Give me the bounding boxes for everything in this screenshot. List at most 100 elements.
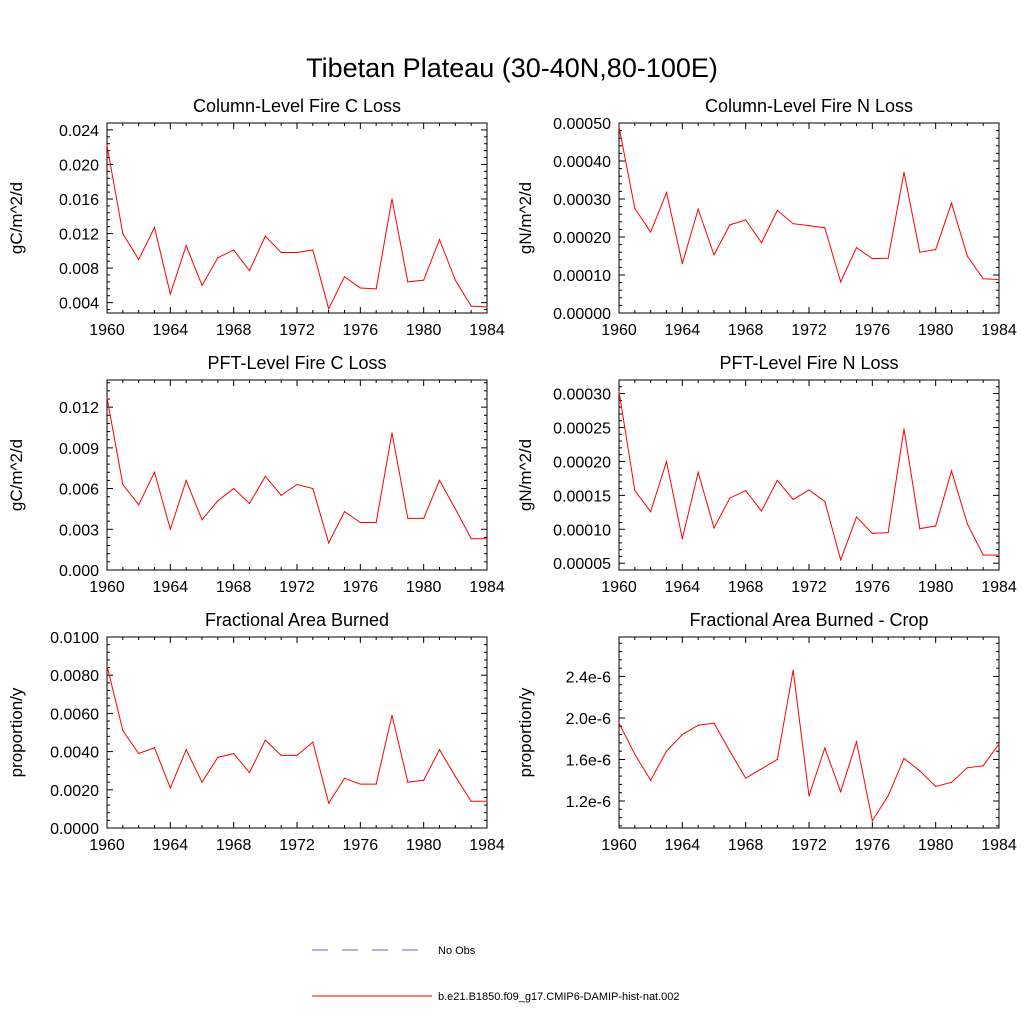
- y-tick-label: 0.00040: [553, 154, 611, 171]
- x-tick-label: 1980: [406, 322, 442, 339]
- data-point: [824, 227, 826, 229]
- data-point: [998, 554, 1000, 556]
- x-tick-label: 1972: [791, 322, 827, 339]
- data-point: [729, 224, 731, 226]
- data-point: [808, 489, 810, 491]
- panel-title: Column-Level Fire C Loss: [193, 96, 401, 116]
- data-point: [935, 785, 937, 788]
- x-tick-label: 1972: [279, 322, 315, 339]
- data-point: [264, 475, 266, 477]
- data-point: [153, 747, 156, 749]
- plot-frame: [106, 379, 488, 571]
- data-point: [713, 254, 715, 256]
- plot-frame: [618, 636, 1000, 829]
- data-point: [328, 542, 330, 544]
- x-tick-label: 1968: [728, 837, 764, 854]
- panel-title: PFT-Level Fire N Loss: [719, 353, 898, 373]
- data-point: [201, 519, 203, 521]
- data-point: [950, 202, 953, 204]
- data-point: [264, 739, 266, 741]
- plot-frame: [106, 122, 488, 314]
- data-point: [982, 278, 984, 280]
- data-point: [855, 516, 858, 518]
- data-point: [824, 500, 826, 503]
- data-point: [824, 747, 826, 749]
- data-point: [328, 308, 330, 310]
- data-point: [486, 538, 488, 540]
- x-tick-label: 1972: [791, 579, 827, 596]
- data-point: [185, 245, 187, 247]
- data-point: [745, 490, 747, 492]
- data-point: [665, 191, 668, 194]
- data-point: [153, 471, 156, 473]
- data-point: [760, 242, 763, 244]
- data-point: [233, 249, 235, 251]
- data-point: [248, 270, 251, 272]
- data-point: [887, 257, 889, 259]
- data-point: [903, 428, 905, 430]
- y-axis-label: proportion/y: [7, 687, 26, 777]
- data-point: [122, 232, 124, 235]
- x-tick-label: 1976: [855, 579, 891, 596]
- data-point: [855, 247, 858, 249]
- data-point: [233, 752, 235, 755]
- y-tick-label: 1.2e-6: [566, 794, 611, 811]
- x-tick-label: 1976: [343, 579, 379, 596]
- x-tick-label: 1976: [855, 837, 891, 854]
- data-point: [122, 729, 124, 732]
- data-point: [681, 538, 683, 540]
- x-tick-label: 1960: [601, 322, 637, 339]
- panel-title: Fractional Area Burned: [205, 610, 389, 630]
- data-point: [792, 498, 794, 501]
- data-point: [470, 800, 472, 802]
- data-point: [871, 532, 873, 534]
- y-tick-label: 0.00005: [553, 556, 611, 573]
- data-point: [264, 235, 266, 237]
- data-point: [153, 226, 156, 229]
- data-point: [840, 559, 842, 561]
- x-tick-label: 1960: [89, 837, 125, 854]
- x-tick-label: 1976: [343, 837, 379, 854]
- data-point: [618, 722, 620, 724]
- x-tick-label: 1984: [981, 322, 1017, 339]
- data-point: [280, 251, 282, 254]
- data-point: [760, 768, 763, 770]
- data-point: [359, 521, 361, 524]
- y-tick-label: 0.00050: [553, 116, 611, 133]
- data-point: [729, 750, 731, 752]
- y-axis-label: gC/m^2/d: [7, 439, 26, 511]
- y-tick-label: 0.012: [59, 227, 99, 244]
- data-point: [935, 248, 937, 251]
- data-point: [296, 483, 298, 486]
- panel-column-n-loss: 1960 1964 1968 1972 1976 1980 1984 0.00000 0.000…: [516, 96, 1017, 339]
- data-point: [423, 517, 425, 520]
- y-tick-label: 0.00020: [553, 230, 611, 247]
- data-point: [217, 500, 219, 502]
- data-point: [201, 284, 203, 286]
- data-point: [248, 772, 251, 774]
- data-point: [296, 754, 298, 757]
- x-tick-label: 1960: [89, 579, 125, 596]
- data-point: [808, 795, 810, 797]
- series-line-model: [106, 145, 488, 311]
- data-point: [359, 287, 361, 289]
- y-tick-label: 0.004: [59, 296, 99, 313]
- data-point: [328, 802, 330, 804]
- x-tick-label: 1960: [601, 579, 637, 596]
- data-point: [486, 800, 488, 802]
- data-point: [650, 511, 652, 513]
- y-tick-label: 0.012: [59, 400, 99, 417]
- panel-fraction-area-burned-crop: 1960 1964 1968 1972 1976 1980 1984 1.2e-6 1.6e-6…: [516, 610, 1017, 854]
- x-tick-label: 1984: [469, 579, 505, 596]
- data-point: [233, 487, 235, 490]
- y-tick-label: 0.016: [59, 192, 99, 209]
- data-point: [423, 779, 425, 781]
- chart-panels: 1960 1964 1968 1972 1976 1980 1984 0.004 0.008 0.…: [7, 96, 1017, 854]
- panel-title: PFT-Level Fire C Loss: [207, 353, 386, 373]
- x-tick-label: 1968: [216, 579, 252, 596]
- data-point: [840, 791, 842, 793]
- data-point: [950, 470, 953, 472]
- data-point: [808, 225, 810, 227]
- data-point: [634, 753, 636, 755]
